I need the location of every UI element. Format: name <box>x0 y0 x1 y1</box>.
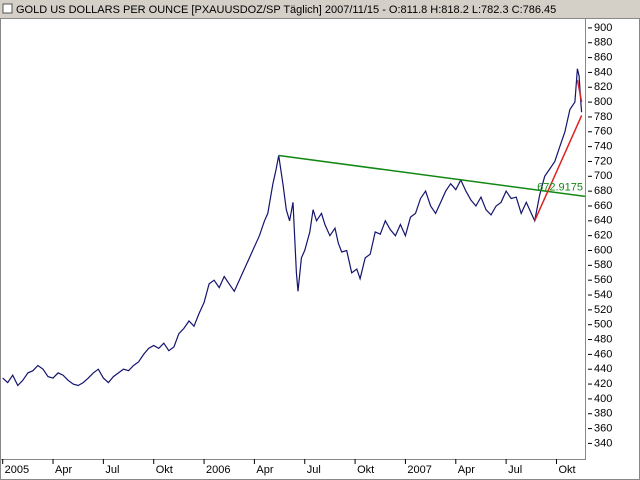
y-tick-label: 380 <box>594 408 612 420</box>
y-tick-label: 700 <box>594 170 612 182</box>
x-tick-label: Okt <box>357 464 374 476</box>
y-tick-label: 820 <box>594 81 612 93</box>
y-tick-label: 880 <box>594 37 612 49</box>
y-tick-label: 740 <box>594 141 612 153</box>
y-tick-label: 440 <box>594 363 612 375</box>
y-tick-label: 800 <box>594 96 612 108</box>
y-tick-label: 640 <box>594 215 612 227</box>
y-tick-label: 420 <box>594 378 612 390</box>
trend-line <box>533 115 583 222</box>
x-tick-label: 2006 <box>206 464 230 476</box>
trend-line <box>278 154 586 198</box>
y-tick-label: 680 <box>594 185 612 197</box>
y-tick-label: 900 <box>594 22 612 34</box>
x-tick-label: Apr <box>256 464 273 476</box>
header-bar <box>0 0 640 18</box>
y-tick-label: 540 <box>594 289 612 301</box>
trend-label: 672.9175 <box>537 181 583 193</box>
y-tick-label: 660 <box>594 200 612 212</box>
y-tick-label: 860 <box>594 51 612 63</box>
x-tick-label: Okt <box>156 464 173 476</box>
y-tick-label: 760 <box>594 126 612 138</box>
x-tick-label: Jul <box>307 464 321 476</box>
y-tick-label: 460 <box>594 348 612 360</box>
y-tick-label: 400 <box>594 393 612 405</box>
x-tick-label: 2005 <box>5 464 29 476</box>
y-tick-label: 720 <box>594 155 612 167</box>
x-tick-label: Apr <box>55 464 72 476</box>
x-tick-label: Okt <box>558 464 575 476</box>
x-tick-label: Apr <box>458 464 475 476</box>
y-tick-label: 560 <box>594 274 612 286</box>
y-tick-label: 600 <box>594 244 612 256</box>
header-icon[interactable] <box>2 3 13 14</box>
y-tick-label: 580 <box>594 259 612 271</box>
chart-title: GOLD US DOLLARS PER OUNCE [PXAUUSDOZ/SP … <box>16 4 556 16</box>
y-tick-label: 520 <box>594 304 612 316</box>
y-tick-label: 480 <box>594 333 612 345</box>
y-tick-label: 500 <box>594 319 612 331</box>
trend-line <box>576 79 583 103</box>
y-tick-label: 360 <box>594 422 612 434</box>
x-tick-label: Jul <box>105 464 119 476</box>
y-tick-label: 620 <box>594 230 612 242</box>
y-tick-label: 340 <box>594 437 612 449</box>
x-tick-label: 2007 <box>407 464 431 476</box>
price-line <box>2 68 583 387</box>
y-tick-label: 840 <box>594 66 612 78</box>
y-tick-label: 780 <box>594 111 612 123</box>
x-tick-label: Jul <box>508 464 522 476</box>
